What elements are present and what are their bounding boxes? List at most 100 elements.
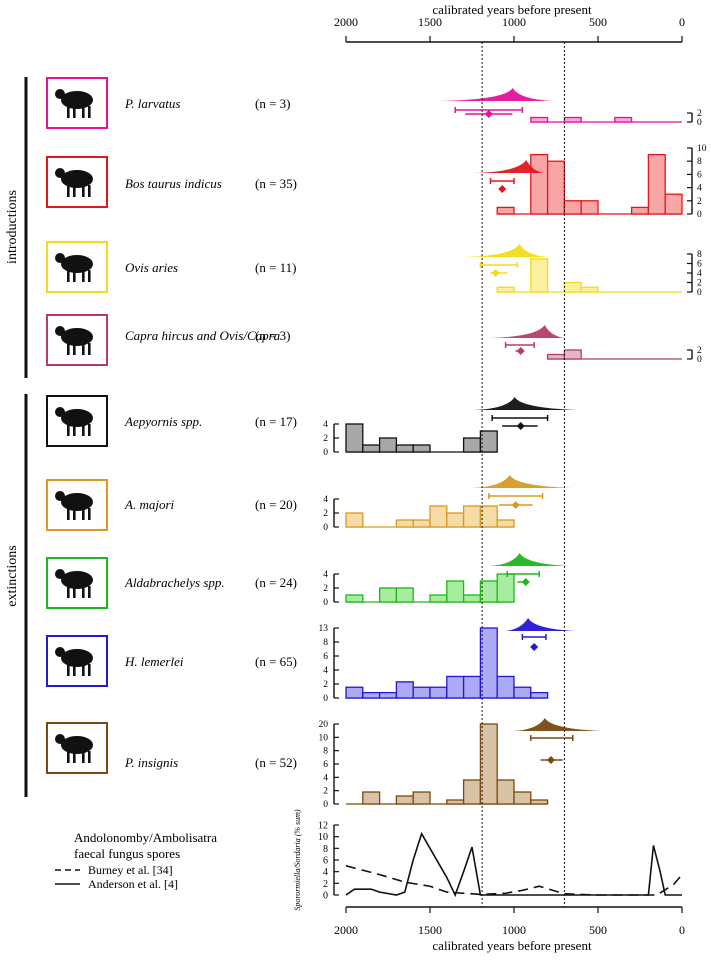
species-row: Capra hircus and Ovis/Capra(n = 3) bbox=[46, 314, 291, 366]
panel-y-tick-label: 2 bbox=[323, 434, 328, 444]
silhouette-leg bbox=[73, 751, 76, 763]
species-name: Aldabrachelys spp. bbox=[124, 575, 225, 590]
bush-pig-silhouette-icon bbox=[55, 89, 93, 118]
silhouette-head bbox=[55, 168, 65, 178]
panel-2: 10 8 6 4 2 0 bbox=[472, 144, 707, 220]
silhouette-leg bbox=[88, 586, 91, 598]
bottom-axis-tick-label: 1500 bbox=[418, 923, 442, 937]
species-name: Bos taurus indicus bbox=[125, 176, 222, 191]
silhouette-leg bbox=[67, 751, 70, 763]
panel-y-tick-label: 0 bbox=[323, 523, 328, 533]
elephant-bird-silhouette-icon bbox=[55, 407, 93, 436]
silhouette-leg bbox=[88, 106, 91, 118]
sample-size-label: (n = 24) bbox=[255, 575, 297, 590]
histogram-bar bbox=[378, 437, 398, 453]
histogram-bar bbox=[462, 594, 482, 603]
histogram-bar bbox=[446, 512, 465, 528]
zebu-silhouette-icon bbox=[55, 168, 93, 197]
estimate-marker bbox=[521, 578, 530, 586]
species-row: A. majori (n = 20) bbox=[46, 479, 297, 531]
tortoise-silhouette-icon bbox=[55, 569, 93, 598]
panel-5: 4 2 0 bbox=[323, 397, 578, 458]
silhouette-head bbox=[55, 491, 65, 501]
histogram-bar bbox=[446, 675, 465, 699]
silhouette-leg bbox=[67, 270, 70, 282]
silhouette-leg bbox=[82, 270, 85, 282]
species-name: Ovis aries bbox=[125, 260, 178, 275]
histogram-bar bbox=[614, 116, 633, 123]
panel-y-tick-label: 4 bbox=[323, 570, 328, 580]
histogram-bar bbox=[429, 505, 448, 528]
panel-y-tick-label: 8 bbox=[697, 250, 702, 260]
silhouette-leg bbox=[73, 424, 76, 436]
panel-y-tick-label: 0 bbox=[697, 210, 702, 220]
estimate-marker bbox=[516, 422, 525, 430]
histogram-bar bbox=[395, 795, 414, 805]
histogram-bar bbox=[546, 353, 566, 360]
silhouette-head bbox=[55, 89, 65, 99]
histogram-bar bbox=[345, 686, 364, 699]
histogram-bar bbox=[429, 686, 448, 699]
top-axis-label: calibrated years before present bbox=[432, 2, 592, 17]
histogram-bar bbox=[496, 573, 515, 603]
panel-1: 20 bbox=[437, 88, 702, 128]
fungus-legend-label: Burney et al. [34] bbox=[88, 863, 173, 877]
posterior-density bbox=[470, 475, 573, 488]
panel-y-tick-label: 10 bbox=[319, 733, 329, 743]
silhouette-head bbox=[55, 734, 65, 744]
histogram-bar bbox=[362, 444, 381, 453]
silhouette-body bbox=[61, 91, 93, 109]
histogram-bar bbox=[530, 691, 549, 699]
fungus-y-tick-label: 10 bbox=[318, 832, 328, 843]
silhouette-leg bbox=[82, 185, 85, 197]
silhouette-leg bbox=[67, 586, 70, 598]
silhouette-leg bbox=[73, 343, 76, 355]
estimate-marker bbox=[546, 756, 555, 764]
sample-size-label: (n = 3) bbox=[255, 96, 291, 111]
histogram-bar bbox=[479, 580, 498, 603]
panel-y-tick-label: 0 bbox=[697, 355, 702, 365]
histogram-bar bbox=[378, 587, 398, 603]
panel-y-tick-label: 4 bbox=[697, 184, 702, 194]
estimate-marker bbox=[511, 501, 520, 509]
panel-y-tick-label: 0 bbox=[323, 598, 328, 608]
species-name: H. lemerlei bbox=[124, 654, 184, 669]
posterior-density bbox=[487, 325, 565, 338]
silhouette-head bbox=[55, 326, 65, 336]
histogram-bar bbox=[462, 437, 482, 453]
estimate-marker bbox=[491, 269, 500, 277]
estimate-marker bbox=[484, 110, 493, 118]
top-axis-tick-label: 1500 bbox=[418, 15, 442, 29]
histogram-bar bbox=[580, 286, 599, 293]
histogram-bar bbox=[496, 519, 515, 528]
histogram-bar bbox=[479, 505, 498, 528]
silhouette-head bbox=[55, 253, 65, 263]
silhouette-leg bbox=[67, 508, 70, 520]
histogram-bar bbox=[530, 799, 549, 805]
silhouette-leg bbox=[82, 751, 85, 763]
sample-size-label: (n = 35) bbox=[255, 176, 297, 191]
histogram-bar bbox=[395, 681, 414, 699]
silhouette-leg bbox=[82, 664, 85, 676]
silhouette-body bbox=[61, 736, 93, 754]
panel-6: 4 2 0 bbox=[323, 475, 573, 533]
species-rows: P. larvatus (n = 3) Bos taurus indicus (n =… bbox=[46, 77, 297, 774]
silhouette-leg bbox=[67, 185, 70, 197]
fungus-y-tick-label: 2 bbox=[323, 879, 328, 890]
silhouette-leg bbox=[82, 106, 85, 118]
silhouette-leg bbox=[73, 586, 76, 598]
histogram-bar bbox=[446, 799, 465, 805]
histogram-bar bbox=[563, 349, 582, 360]
posterior-density bbox=[462, 244, 548, 257]
species-row: Ovis aries (n = 11) bbox=[46, 241, 297, 293]
panel-y-tick-label: 2 bbox=[697, 346, 702, 356]
fungus-legend-title: Andolonomby/Ambolisatra bbox=[74, 830, 217, 845]
fungus-y-tick-label: 4 bbox=[323, 867, 328, 878]
panel-y-tick-label: 10 bbox=[697, 144, 707, 154]
panel-y-tick-label: 20 bbox=[319, 720, 329, 730]
histogram-bar bbox=[647, 153, 666, 215]
histogram-bar bbox=[530, 116, 549, 123]
